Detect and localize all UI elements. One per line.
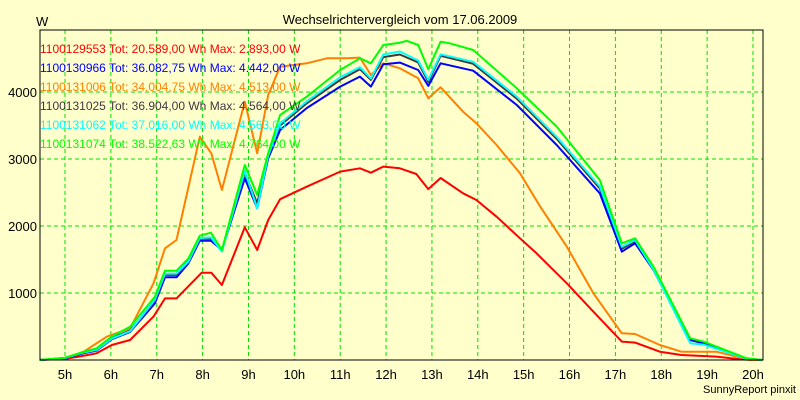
y-tick-label: 3000 xyxy=(8,152,37,167)
plot-frame xyxy=(39,29,764,361)
x-tick-label: 7h xyxy=(149,367,163,382)
y-axis-label: W xyxy=(36,14,49,29)
legend: 1100129553 Tot: 20.589,00 Wh Max: 2.893,… xyxy=(40,40,300,154)
y-tick-label: 4000 xyxy=(8,85,37,100)
y-tick-label: 1000 xyxy=(8,286,37,301)
series-line-1100130966 xyxy=(39,61,763,361)
series-line-1100131074 xyxy=(39,39,763,361)
x-axis-ticks: 5h 6h 7h 8h 9h 10h 11h 12h 13h 14h 15h 16h 17h 18h 19h… xyxy=(58,367,764,382)
legend-entry-1100131062: 1100131062 Tot: 37.016,00 Wh Max: 4.563,… xyxy=(40,118,301,132)
series-line-1100129553 xyxy=(39,165,763,361)
series-line-1100131062 xyxy=(39,50,763,361)
x-tick-label: 16h xyxy=(559,367,581,382)
x-tick-label: 6h xyxy=(104,367,118,382)
credit-text: SunnyReport pinxit xyxy=(703,384,796,396)
x-tick-label: 9h xyxy=(241,367,255,382)
x-tick-label: 19h xyxy=(696,367,718,382)
x-tick-label: 11h xyxy=(330,367,351,382)
grid xyxy=(40,30,763,360)
x-tick-label: 12h xyxy=(375,367,397,382)
x-tick-label: 15h xyxy=(513,367,535,382)
legend-entry-1100131074: 1100131074 Tot: 38.522,63 Wh Max: 4.764,… xyxy=(40,137,301,151)
x-tick-label: 5h xyxy=(58,367,72,382)
x-tick-label: 10h xyxy=(283,367,305,382)
legend-entry-1100131006: 1100131006 Tot: 34.004,75 Wh Max: 4.513,… xyxy=(40,80,301,94)
y-axis-ticks: 1000 2000 3000 4000 xyxy=(8,85,37,301)
y-tick-label: 2000 xyxy=(8,219,37,234)
x-tick-label: 14h xyxy=(467,367,489,382)
x-tick-label: 18h xyxy=(650,367,672,382)
legend-entry-1100130966: 1100130966 Tot: 36.082,75 Wh Max: 4.442,… xyxy=(40,61,301,75)
legend-entry-1100131025: 1100131025 Tot: 36.904,00 Wh Max: 4.564,… xyxy=(40,99,301,113)
x-tick-label: 13h xyxy=(421,367,443,382)
series-line-1100131006 xyxy=(39,56,763,361)
x-tick-label: 17h xyxy=(605,367,627,382)
x-tick-label: 20h xyxy=(742,367,764,382)
x-tick-label: 8h xyxy=(195,367,209,382)
chart-title: Wechselrichtervergleich vom 17.06.2009 xyxy=(282,12,518,27)
legend-entry-1100129553: 1100129553 Tot: 20.589,00 Wh Max: 2.893,… xyxy=(40,42,301,56)
series-lines xyxy=(39,39,763,361)
